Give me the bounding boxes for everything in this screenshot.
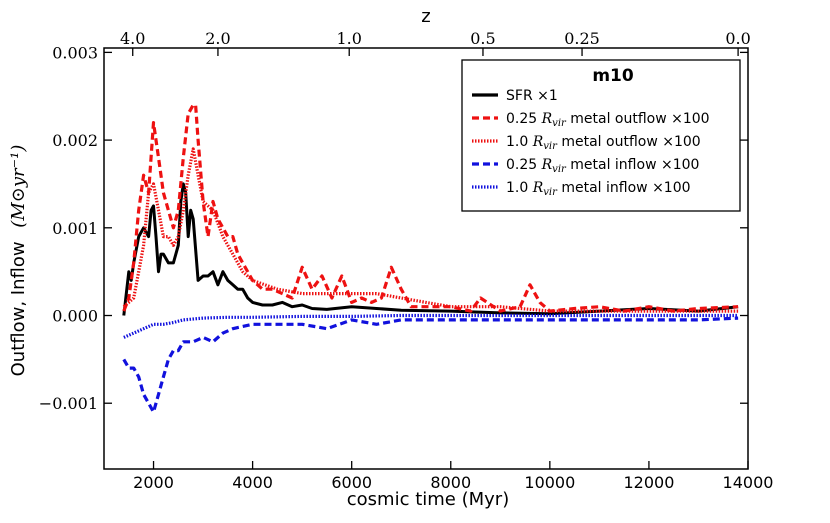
- top-axis-label: z: [421, 6, 430, 27]
- top-tick-label: 0.5: [470, 29, 495, 48]
- legend-box: [461, 59, 741, 212]
- y-tick-label: −0.001: [39, 394, 98, 413]
- axis-ticks: 2000 4000 6000 8000 10000 12000 14000 −0.001 0.0…: [39, 29, 774, 492]
- y-axis-label-units: (M⊙yr⁻¹): [8, 145, 29, 228]
- x-tick-label: 6000: [331, 473, 372, 492]
- legend-entry: 0.25 Rvir metal inflow ×100: [506, 157, 699, 175]
- svg-text:Outflow, Inflow (M⊙yr⁻¹): Outflow, Inflow (M⊙yr⁻¹): [8, 145, 29, 377]
- top-tick-label: 0.25: [564, 29, 600, 48]
- x-tick-label: 2000: [133, 473, 174, 492]
- y-tick-label: 0.003: [52, 43, 98, 62]
- x-axis-label: cosmic time (Myr): [347, 489, 509, 510]
- legend: m10 SFR ×1 0.25 Rvir metal outflow ×100 1.0…: [461, 59, 741, 212]
- y-tick-label: 0.002: [52, 131, 98, 150]
- y-tick-label: 0.000: [52, 307, 98, 326]
- top-tick-label: 4.0: [120, 29, 145, 48]
- x-tick-label: 8000: [430, 473, 471, 492]
- series-line-4: [123, 313, 739, 339]
- top-tick-label: 2.0: [205, 29, 230, 48]
- plot-frame: [103, 47, 749, 470]
- legend-entry: 1.0 Rvir metal outflow ×100: [506, 134, 701, 152]
- series-line-0: [122, 182, 739, 316]
- x-tick-label: 10000: [524, 473, 575, 492]
- y-axis-label-main: Outflow, Inflow: [8, 241, 29, 376]
- x-tick-label: 4000: [232, 473, 273, 492]
- y-tick-label: 0.001: [52, 219, 98, 238]
- top-tick-label: 1.0: [336, 29, 361, 48]
- plot-area: [122, 103, 739, 414]
- legend-entry: 1.0 Rvir metal inflow ×100: [506, 180, 691, 198]
- series-line-2: [122, 147, 739, 313]
- legend-entry: 0.25 Rvir metal outflow ×100: [506, 111, 710, 129]
- series-line-3: [122, 316, 739, 414]
- y-axis-label: Outflow, Inflow (M⊙yr⁻¹): [8, 145, 29, 377]
- series-line-1: [122, 103, 739, 313]
- legend-entry: SFR ×1: [506, 88, 558, 104]
- x-tick-label: 14000: [723, 473, 774, 492]
- legend-title: m10: [592, 66, 634, 86]
- x-tick-label: 12000: [623, 473, 674, 492]
- top-tick-label: 0.0: [725, 29, 750, 48]
